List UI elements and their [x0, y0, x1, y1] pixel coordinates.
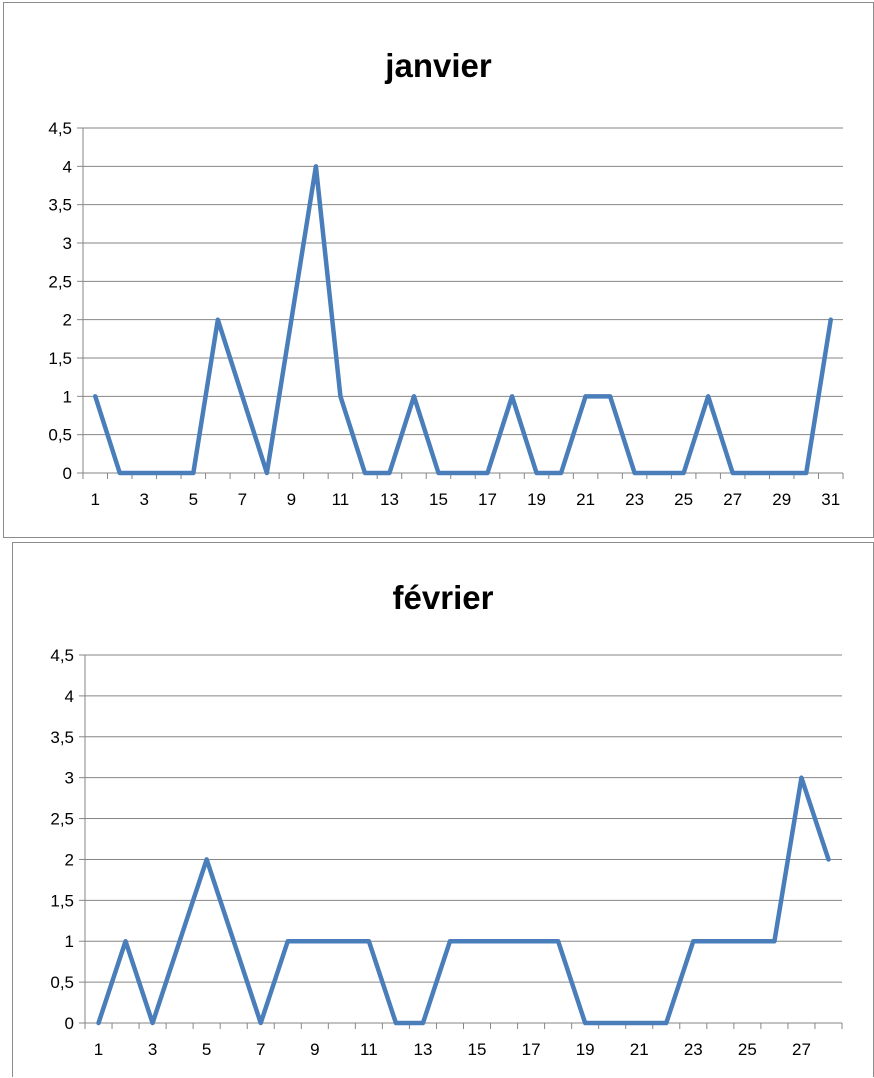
- y-tick-label: 4: [65, 687, 74, 706]
- x-tick-label: 25: [738, 1040, 757, 1059]
- y-tick-label: 0,5: [50, 973, 74, 992]
- x-tick-label: 3: [148, 1040, 157, 1059]
- x-tick-label: 19: [576, 1040, 595, 1059]
- x-tick-label: 25: [674, 490, 693, 509]
- y-tick-label: 2: [63, 311, 72, 330]
- x-tick-label: 11: [332, 490, 350, 509]
- x-tick-label: 7: [238, 490, 247, 509]
- x-tick-label: 27: [792, 1040, 811, 1059]
- x-tick-label: 29: [772, 490, 791, 509]
- x-tick-label: 19: [527, 490, 546, 509]
- x-tick-label: 1: [91, 490, 100, 509]
- y-tick-label: 1: [63, 387, 72, 406]
- x-tick-label: 27: [723, 490, 742, 509]
- y-tick-label: 3,5: [50, 728, 74, 747]
- x-tick-label: 3: [140, 490, 149, 509]
- y-tick-label: 0: [65, 1014, 74, 1033]
- y-tick-label: 4,5: [50, 646, 74, 665]
- x-tick-label: 9: [310, 1040, 319, 1059]
- x-tick-label: 13: [413, 1040, 432, 1059]
- y-tick-label: 4: [63, 157, 72, 176]
- x-tick-label: 5: [189, 490, 198, 509]
- x-tick-label: 9: [287, 490, 296, 509]
- x-tick-label: 17: [522, 1040, 541, 1059]
- y-tick-label: 0,5: [48, 426, 72, 445]
- x-tick-label: 23: [625, 490, 644, 509]
- x-tick-label: 17: [478, 490, 497, 509]
- x-tick-label: 13: [380, 490, 399, 509]
- x-tick-label: 21: [630, 1040, 649, 1059]
- x-tick-label: 15: [468, 1040, 487, 1059]
- x-tick-label: 31: [821, 490, 840, 509]
- y-tick-label: 2,5: [48, 272, 72, 291]
- x-tick-label: 21: [576, 490, 595, 509]
- x-tick-label: 15: [429, 490, 448, 509]
- x-tick-label: 1: [94, 1040, 103, 1059]
- y-tick-label: 3: [63, 234, 72, 253]
- y-tick-label: 3,5: [48, 196, 72, 215]
- y-tick-label: 4,5: [48, 119, 72, 138]
- y-tick-label: 2: [65, 850, 74, 869]
- y-tick-label: 1,5: [50, 891, 74, 910]
- y-tick-label: 0: [63, 464, 72, 483]
- y-tick-label: 3: [65, 769, 74, 788]
- x-tick-label: 5: [202, 1040, 211, 1059]
- x-tick-label: 23: [684, 1040, 703, 1059]
- x-tick-label: 11: [360, 1040, 378, 1059]
- x-tick-label: 7: [256, 1040, 265, 1059]
- y-tick-label: 1,5: [48, 349, 72, 368]
- y-tick-label: 1: [65, 932, 74, 951]
- y-tick-label: 2,5: [50, 810, 74, 829]
